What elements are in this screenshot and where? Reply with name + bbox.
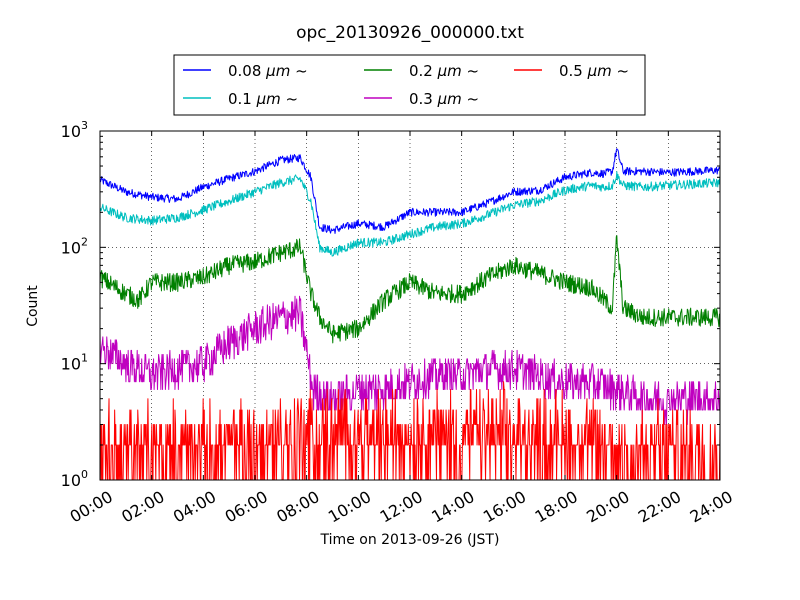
gridlines bbox=[100, 131, 720, 480]
series-line-0 bbox=[100, 148, 720, 234]
legend: 0.08 μm ~ 0.1 μm ~ 0.2 μm ~ 0.3 μm ~ 0.5 μm … bbox=[173, 54, 646, 116]
series-group bbox=[100, 148, 720, 480]
chart-title: opc_20130926_000000.txt bbox=[296, 23, 524, 43]
series-line-4 bbox=[100, 381, 720, 480]
series-line-3 bbox=[100, 295, 720, 425]
legend-entry: 0.1 μm ~ bbox=[228, 90, 298, 108]
x-axis-label: Time on 2013-09-26 (JST) bbox=[320, 532, 500, 548]
legend-box bbox=[173, 54, 646, 116]
y-axis-label: Count bbox=[25, 285, 41, 327]
legend-entry: 0.08 μm ~ bbox=[228, 62, 308, 80]
legend-entry: 0.3 μm ~ bbox=[409, 90, 479, 108]
legend-entry: 0.5 μm ~ bbox=[559, 62, 629, 80]
series-line-2 bbox=[100, 235, 720, 344]
series-line-1 bbox=[100, 171, 720, 257]
legend-entry: 0.2 μm ~ bbox=[409, 62, 479, 80]
